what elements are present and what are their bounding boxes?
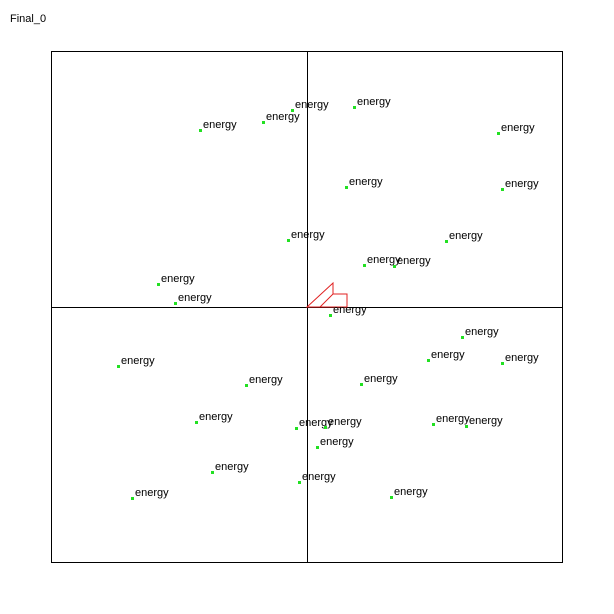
energy-dot xyxy=(497,132,500,135)
energy-dot xyxy=(291,109,294,112)
energy-label: energy xyxy=(501,122,535,134)
energy-dot xyxy=(393,265,396,268)
energy-dot xyxy=(287,239,290,242)
energy-dot xyxy=(199,129,202,132)
energy-label: energy xyxy=(436,413,470,425)
energy-dot xyxy=(461,336,464,339)
energy-dot xyxy=(298,481,301,484)
energy-label: energy xyxy=(367,254,401,266)
energy-label: energy xyxy=(135,487,169,499)
energy-label: energy xyxy=(364,373,398,385)
energy-dot xyxy=(157,283,160,286)
energy-label: energy xyxy=(266,111,300,123)
energy-dot xyxy=(295,427,298,430)
energy-dot xyxy=(345,186,348,189)
energy-dot xyxy=(501,362,504,365)
energy-label: energy xyxy=(349,176,383,188)
energy-dot xyxy=(324,426,327,429)
energy-dot xyxy=(211,471,214,474)
energy-dot xyxy=(329,314,332,317)
energy-dot xyxy=(360,383,363,386)
energy-dot xyxy=(363,264,366,267)
energy-label: energy xyxy=(291,229,325,241)
energy-label: energy xyxy=(161,273,195,285)
energy-label: energy xyxy=(199,411,233,423)
window-title: Final_0 xyxy=(10,13,47,25)
energy-label: energy xyxy=(328,416,362,428)
energy-label: energy xyxy=(299,417,333,429)
energy-label: energy xyxy=(295,99,329,111)
energy-label: energy xyxy=(215,461,249,473)
energy-label: energy xyxy=(203,119,237,131)
energy-label: energy xyxy=(505,178,539,190)
energy-dot xyxy=(245,384,248,387)
energy-label: energy xyxy=(431,349,465,361)
energy-dot xyxy=(174,302,177,305)
energy-label: energy xyxy=(178,292,212,304)
energy-label: energy xyxy=(449,230,483,242)
energy-dot xyxy=(465,425,468,428)
energy-label: energy xyxy=(357,96,391,108)
energy-dot xyxy=(427,359,430,362)
energy-dot xyxy=(353,106,356,109)
energy-label: energy xyxy=(121,355,155,367)
energy-dot xyxy=(445,240,448,243)
energy-dot xyxy=(316,446,319,449)
energy-label: energy xyxy=(469,415,503,427)
energy-label: energy xyxy=(249,374,283,386)
energy-dot xyxy=(195,421,198,424)
energy-label: energy xyxy=(397,255,431,267)
energy-dot xyxy=(117,365,120,368)
energy-label: energy xyxy=(465,326,499,338)
energy-label: energy xyxy=(333,304,367,316)
energy-label: energy xyxy=(302,471,336,483)
energy-label: energy xyxy=(505,352,539,364)
energy-dot xyxy=(501,188,504,191)
energy-label: energy xyxy=(320,436,354,448)
energy-dot xyxy=(262,121,265,124)
energy-label: energy xyxy=(394,486,428,498)
energy-dot xyxy=(432,423,435,426)
energy-dot xyxy=(131,497,134,500)
energy-dot xyxy=(390,496,393,499)
